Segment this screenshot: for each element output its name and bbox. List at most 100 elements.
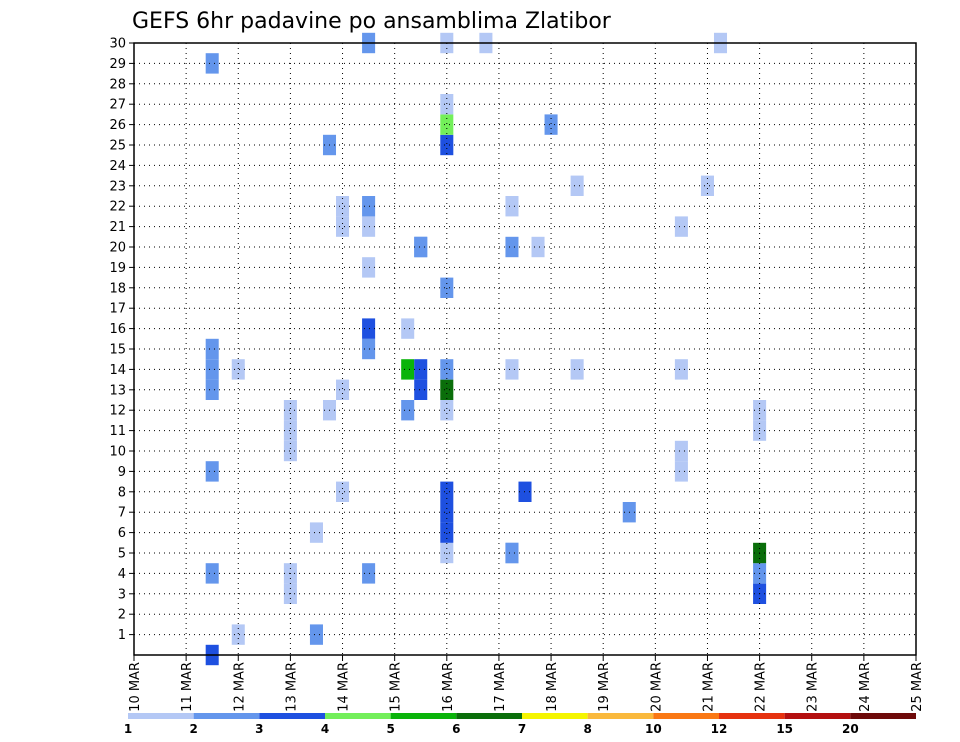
legend-swatch-3	[325, 713, 391, 719]
grid-layer	[134, 43, 916, 655]
x-tick-label: 17 MAR	[493, 662, 508, 712]
cell-61	[674, 440, 688, 462]
cell-36	[440, 379, 454, 400]
legend-swatch-6	[522, 713, 588, 719]
x-tick-label: 22 MAR	[754, 662, 769, 712]
legend-label: 6	[452, 722, 460, 736]
x-tick-label: 12 MAR	[232, 662, 247, 712]
legend-label: 3	[255, 722, 263, 736]
y-tick-label: 8	[118, 485, 126, 500]
legend-swatch-7	[587, 713, 654, 719]
color-legend: 1 2 3 4 5 6 7 8 10 12 15 20	[124, 713, 916, 736]
cell-27	[362, 196, 376, 217]
x-tick-label: 15 MAR	[389, 662, 404, 712]
y-tick-label: 21	[109, 220, 126, 235]
x-tick-label: 25 MAR	[910, 662, 925, 712]
cell-43	[440, 277, 454, 298]
y-tick-label: 29	[109, 57, 126, 72]
cell-46	[440, 94, 454, 115]
cell-21	[336, 196, 350, 217]
legend-label: 12	[711, 722, 728, 736]
cell-13	[283, 400, 297, 421]
y-tick-label: 20	[109, 241, 126, 256]
legend-label: 15	[776, 722, 793, 736]
legend-swatch-5	[456, 713, 522, 719]
y-tick-label: 2	[118, 608, 126, 623]
y-tick-label: 1	[118, 628, 126, 643]
cell-20	[336, 216, 350, 237]
cell-45	[440, 114, 454, 135]
cell-29	[401, 359, 415, 380]
legend-label: 1	[124, 722, 132, 736]
x-tick-label: 16 MAR	[441, 662, 456, 712]
x-tick-label: 19 MAR	[597, 662, 612, 712]
legend-label: 20	[842, 722, 859, 736]
y-tick-label: 7	[118, 506, 126, 521]
x-tick-label: 11 MAR	[180, 662, 195, 712]
cell-38	[440, 522, 454, 543]
y-tick-label: 16	[109, 322, 126, 337]
y-tick-label: 5	[118, 547, 126, 562]
cell-6	[205, 53, 219, 74]
legend-label: 7	[518, 722, 526, 736]
cell-18	[336, 481, 350, 502]
legend-label: 5	[386, 722, 394, 736]
y-tick-label: 18	[109, 281, 126, 296]
legend-label: 8	[583, 722, 591, 736]
cell-23	[362, 338, 376, 360]
cell-24	[362, 318, 376, 339]
cell-8	[231, 624, 245, 645]
legend-label: 4	[321, 722, 329, 736]
cell-14	[309, 624, 323, 645]
y-tick-label: 30	[109, 37, 126, 52]
y-tick-label: 6	[118, 526, 126, 541]
cell-15	[309, 522, 323, 543]
cell-60	[674, 461, 688, 482]
x-tick-label: 21 MAR	[701, 662, 716, 712]
cell-41	[440, 400, 454, 421]
cell-11	[283, 440, 297, 462]
y-tick-label: 24	[109, 159, 126, 174]
legend-swatch-8	[653, 713, 719, 719]
cell-12	[283, 420, 297, 441]
y-tick-label: 11	[109, 424, 126, 439]
cell-35	[414, 236, 428, 258]
cell-58	[570, 175, 584, 196]
legend-swatch-0	[128, 713, 194, 719]
cell-44	[440, 134, 454, 156]
cell-19	[336, 379, 350, 400]
cells-layer	[205, 32, 767, 666]
x-tick-label: 13 MAR	[284, 662, 299, 712]
cell-51	[505, 359, 519, 380]
cell-3	[205, 379, 219, 400]
x-tick-label: 14 MAR	[337, 662, 352, 712]
cell-25	[362, 257, 376, 278]
cell-55	[531, 236, 545, 258]
y-tick-label: 28	[109, 77, 126, 92]
y-tick-label: 19	[109, 261, 126, 276]
cell-4	[205, 359, 219, 380]
cell-22	[362, 563, 376, 584]
y-tick-label: 27	[109, 98, 126, 113]
y-tick-label: 23	[109, 179, 126, 194]
y-axis: 1234567891011121314151617181920212223242…	[109, 37, 134, 643]
y-tick-label: 22	[109, 200, 126, 215]
y-tick-label: 4	[118, 567, 126, 582]
legend-swatch-9	[719, 713, 785, 719]
x-tick-label: 24 MAR	[858, 662, 873, 712]
legend-swatch-11	[850, 713, 916, 719]
cell-1	[205, 563, 219, 584]
cell-52	[505, 196, 519, 217]
y-tick-label: 10	[109, 445, 126, 460]
y-tick-label: 17	[109, 302, 126, 317]
y-tick-label: 26	[109, 118, 126, 133]
cell-32	[414, 379, 428, 400]
legend-swatch-10	[784, 713, 851, 719]
y-tick-label: 13	[109, 383, 126, 398]
cell-5	[205, 338, 219, 360]
cell-26	[362, 216, 376, 237]
legend-swatch-2	[259, 713, 325, 719]
legend-swatch-4	[390, 713, 457, 719]
x-tick-label: 18 MAR	[545, 662, 560, 712]
